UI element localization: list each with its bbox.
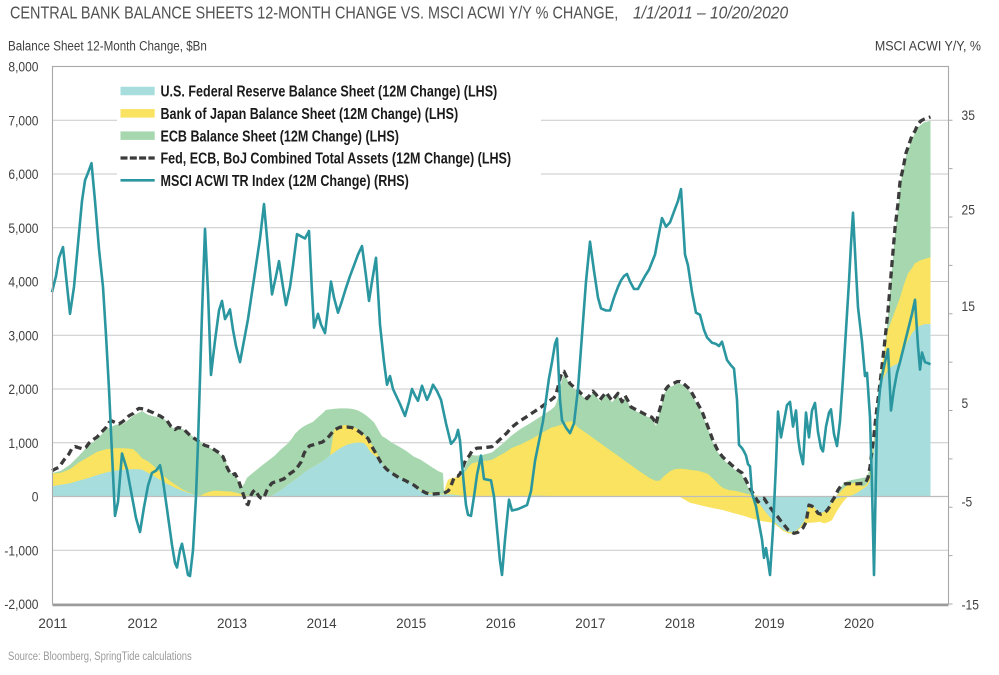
svg-text:15: 15 — [962, 298, 975, 314]
svg-text:Bank of Japan Balance Sheet (1: Bank of Japan Balance Sheet (12M Change)… — [161, 105, 459, 123]
svg-text:0: 0 — [32, 489, 39, 505]
svg-text:1,000: 1,000 — [8, 435, 38, 451]
svg-text:Balance Sheet 12-Month Change,: Balance Sheet 12-Month Change, $Bn — [8, 37, 207, 53]
svg-text:5: 5 — [962, 395, 969, 411]
svg-text:2012: 2012 — [127, 616, 157, 631]
svg-text:MSCI ACWI TR Index (12M Change: MSCI ACWI TR Index (12M Change) (RHS) — [161, 172, 409, 190]
svg-text:2020: 2020 — [844, 616, 874, 631]
svg-text:2016: 2016 — [486, 616, 516, 631]
svg-text:2019: 2019 — [754, 616, 784, 631]
svg-text:2014: 2014 — [307, 616, 338, 631]
svg-text:8,000: 8,000 — [8, 59, 38, 75]
svg-text:Fed, ECB, BoJ Combined Total A: Fed, ECB, BoJ Combined Total Assets (12M… — [161, 149, 512, 167]
svg-text:3,000: 3,000 — [8, 327, 38, 343]
svg-text:-15: -15 — [962, 597, 979, 613]
svg-text:2011: 2011 — [38, 616, 67, 631]
svg-text:Source: Bloomberg, SpringTide: Source: Bloomberg, SpringTide calculatio… — [8, 650, 192, 663]
svg-text:2015: 2015 — [396, 616, 426, 631]
svg-text:CENTRAL BANK BALANCE SHEETS 12: CENTRAL BANK BALANCE SHEETS 12-MONTH CHA… — [10, 3, 618, 23]
svg-text:5,000: 5,000 — [8, 220, 38, 236]
svg-text:7,000: 7,000 — [8, 112, 38, 128]
svg-text:2018: 2018 — [665, 616, 695, 631]
svg-text:2013: 2013 — [217, 616, 247, 631]
svg-text:ECB Balance Sheet (12M Change): ECB Balance Sheet (12M Change) (LHS) — [161, 127, 399, 145]
svg-text:-1,000: -1,000 — [4, 542, 38, 558]
svg-text:MSCI ACWI Y/Y, %: MSCI ACWI Y/Y, % — [875, 38, 981, 54]
svg-text:1/1/2011 – 10/20/2020: 1/1/2011 – 10/20/2020 — [633, 3, 789, 23]
svg-text:2,000: 2,000 — [8, 381, 38, 397]
svg-text:6,000: 6,000 — [8, 166, 38, 182]
svg-text:25: 25 — [962, 201, 975, 217]
svg-text:35: 35 — [962, 107, 975, 123]
svg-text:U.S. Federal Reserve Balance S: U.S. Federal Reserve Balance Sheet (12M … — [161, 82, 498, 100]
svg-text:4,000: 4,000 — [8, 274, 38, 290]
svg-text:-5: -5 — [962, 494, 973, 510]
svg-text:-2,000: -2,000 — [4, 596, 38, 612]
svg-text:2017: 2017 — [575, 616, 605, 631]
